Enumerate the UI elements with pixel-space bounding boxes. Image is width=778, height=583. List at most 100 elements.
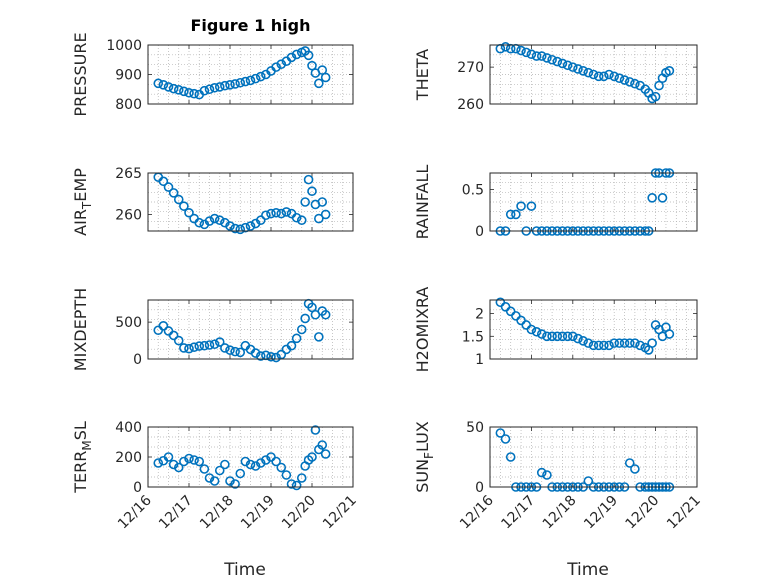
point-terr-msl-2 (163, 452, 174, 462)
point-air-temp-25 (281, 207, 292, 217)
point-sun-flux-26 (630, 464, 640, 474)
point-air-temp-29 (300, 197, 310, 207)
point-mixdepth-11 (209, 339, 220, 350)
point-mixdepth-23 (271, 352, 281, 363)
point-sun-flux-25 (624, 458, 635, 468)
point-terr-msl-21 (261, 455, 271, 465)
point-mixdepth-27 (291, 333, 302, 344)
point-mixdepth-22 (266, 351, 276, 362)
point-mixdepth-14 (225, 345, 235, 355)
y-tick-label-sun-flux-1: 50 (466, 420, 484, 436)
point-theta-20 (599, 71, 609, 82)
point-h2omixra-8 (536, 329, 547, 339)
point-h2omixra-18 (588, 340, 599, 351)
point-pressure-4 (173, 85, 184, 95)
point-theta-9 (542, 53, 552, 63)
point-terr-msl-6 (184, 453, 194, 464)
point-terr-msl-28 (296, 473, 307, 483)
point-mixdepth-28 (296, 324, 307, 335)
point-pressure-15 (230, 79, 240, 89)
x-tick-label-terr-msl-4: 12/20 (279, 493, 319, 533)
point-air-temp-33 (314, 213, 324, 224)
panel-theta: 260 270 THETA (413, 42, 698, 113)
point-rainfall-6 (526, 201, 537, 211)
point-h2omixra-22 (609, 338, 620, 348)
point-theta-18 (588, 69, 599, 80)
chart-title: Figure 1 high (191, 16, 311, 35)
point-theta-13 (562, 60, 573, 71)
point-pressure-31 (307, 60, 317, 71)
point-terr-msl-15 (230, 479, 240, 489)
point-pressure-19 (250, 73, 261, 84)
point-theta-1 (500, 42, 511, 52)
point-h2omixra-17 (583, 338, 594, 348)
point-air-temp-6 (184, 207, 194, 218)
point-mixdepth-19 (250, 348, 261, 358)
x-tick-label-sun-flux-0: 12/16 (457, 492, 497, 532)
point-terr-msl-9 (199, 464, 210, 474)
point-theta-24 (619, 75, 630, 85)
point-pressure-24 (276, 59, 287, 69)
y-tick-label-h2omixra-1: 1.5 (462, 329, 484, 345)
y-axis-label-h2omixra: H2OMIXRA (413, 287, 432, 373)
y-tick-label-h2omixra-2: 2 (475, 307, 484, 323)
point-sun-flux-17 (583, 476, 594, 486)
point-h2omixra-35 (664, 329, 675, 339)
point-air-temp-28 (296, 215, 307, 226)
grid-mixdepth (148, 300, 353, 359)
y-tick-label-rainfall-1: 0.5 (462, 183, 484, 199)
y-tick-label-air-temp-0: 260 (115, 207, 142, 223)
point-pressure-13 (220, 80, 230, 91)
point-mixdepth-3 (168, 330, 179, 341)
point-pressure-35 (320, 72, 331, 83)
point-mixdepth-15 (230, 346, 240, 357)
point-terr-msl-27 (291, 480, 302, 491)
point-pressure-6 (184, 87, 194, 98)
point-rainfall-4 (516, 201, 526, 211)
point-h2omixra-27 (635, 340, 645, 351)
point-terr-msl-34 (317, 440, 328, 450)
point-air-temp-17 (240, 222, 251, 233)
point-pressure-11 (209, 82, 220, 93)
point-terr-msl-16 (235, 468, 246, 479)
point-h2omixra-7 (531, 326, 542, 337)
point-h2omixra-30 (647, 338, 657, 348)
point-h2omixra-15 (573, 333, 583, 344)
point-h2omixra-11 (552, 331, 563, 342)
y-tick-label-pressure-0: 800 (115, 97, 142, 113)
point-theta-12 (557, 58, 568, 69)
point-mixdepth-4 (173, 335, 184, 346)
point-air-temp-15 (230, 223, 240, 234)
point-sun-flux-9 (542, 470, 552, 480)
point-mixdepth-35 (320, 309, 331, 320)
y-tick-label-mixdepth-1: 500 (115, 315, 142, 331)
panel-sun-flux: 0 50 SUNFLUX 12/16 12/17 12/18 12/19 12/20 12/21 (413, 420, 704, 532)
series-pressure (153, 46, 331, 100)
point-theta-22 (609, 71, 620, 82)
point-theta-15 (573, 64, 583, 74)
y-tick-label-terr-msl-2: 400 (115, 420, 142, 436)
point-air-temp-16 (235, 224, 246, 235)
point-air-temp-1 (158, 176, 169, 187)
point-sun-flux-8 (536, 467, 547, 478)
point-air-temp-3 (168, 188, 179, 198)
point-air-temp-8 (194, 217, 205, 228)
y-axis-label-air-temp: AIRTEMP (71, 168, 94, 236)
point-air-temp-14 (225, 221, 235, 231)
point-terr-msl-5 (179, 456, 189, 467)
point-theta-5 (521, 47, 532, 58)
point-theta-14 (567, 62, 578, 72)
point-air-temp-4 (173, 194, 184, 205)
point-terr-msl-18 (245, 459, 256, 470)
point-terr-msl-17 (240, 456, 251, 467)
y-axis-label-pressure: PRESSURE (71, 32, 90, 116)
point-pressure-1 (158, 80, 169, 90)
point-terr-msl-14 (225, 476, 235, 486)
point-pressure-9 (199, 85, 210, 96)
point-mixdepth-10 (204, 340, 215, 350)
point-air-temp-31 (307, 186, 317, 197)
x-tick-label-sun-flux-4: 12/20 (623, 493, 663, 533)
point-terr-msl-0 (153, 458, 164, 468)
y-tick-label-pressure-2: 1000 (106, 38, 142, 54)
